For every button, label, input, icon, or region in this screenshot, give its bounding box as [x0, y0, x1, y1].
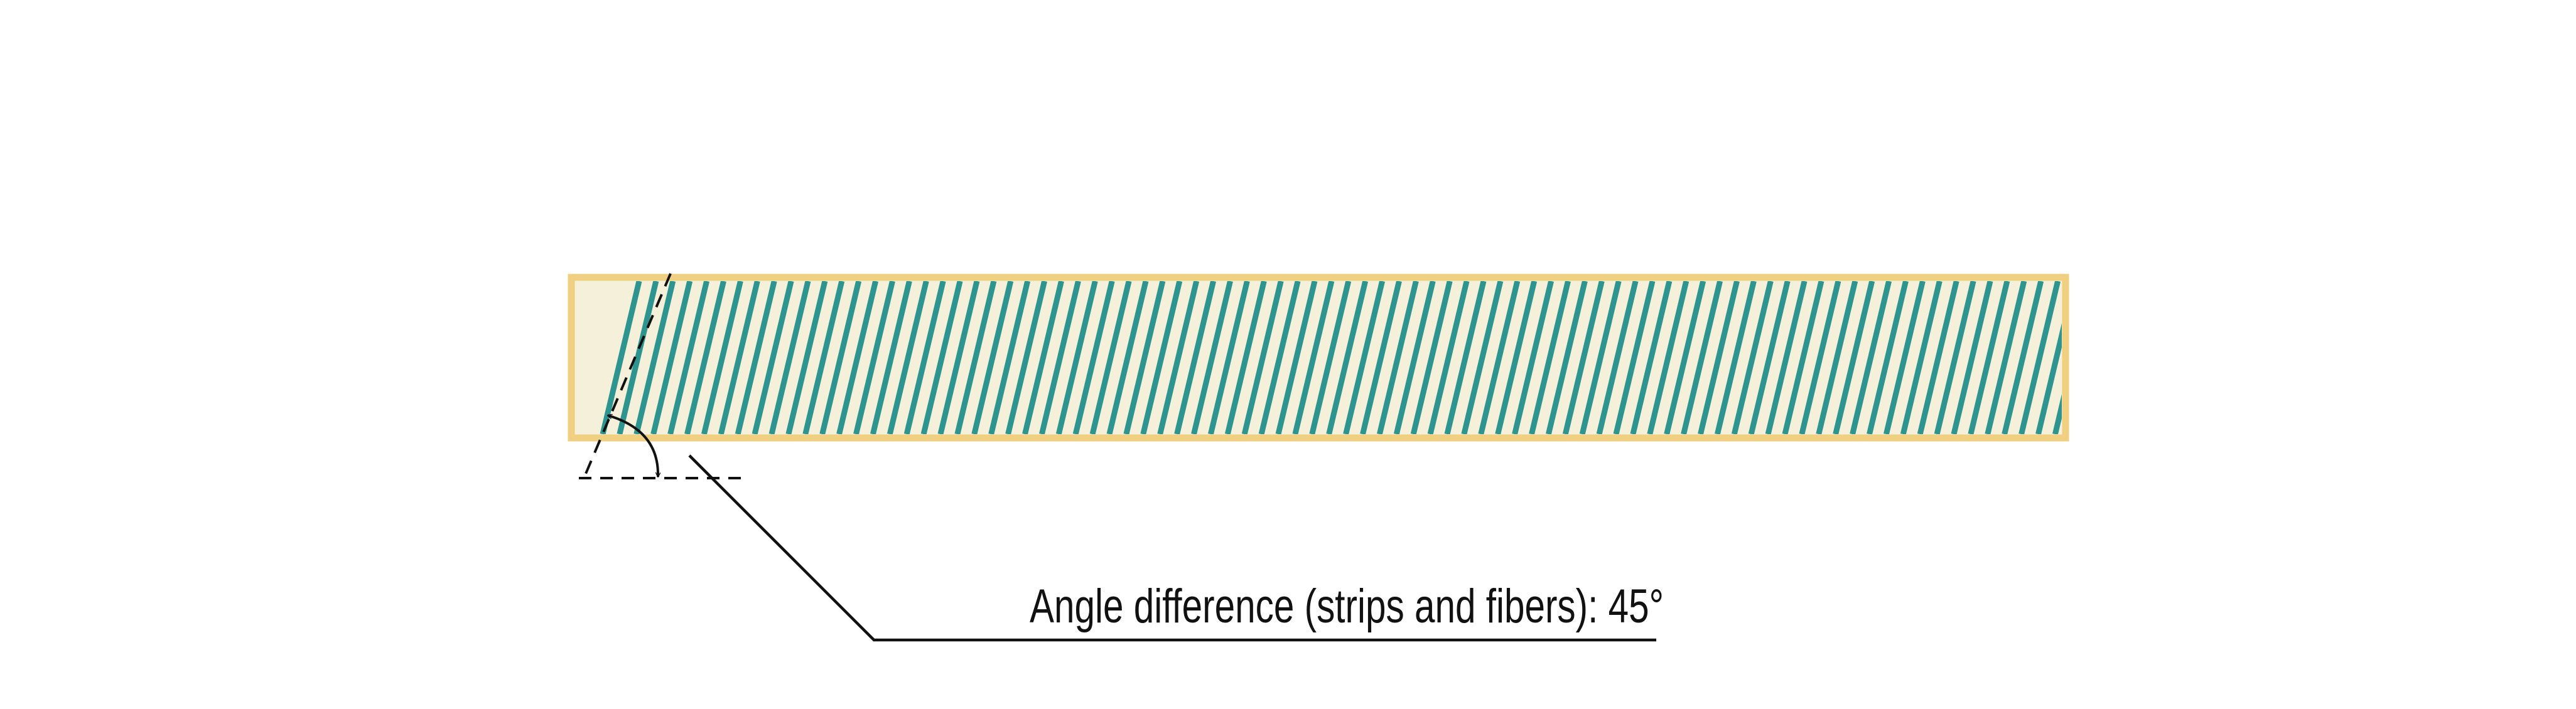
fiber-stripe — [1562, 281, 1605, 434]
fiber-stripe — [1292, 281, 1335, 434]
fiber-stripe — [1140, 281, 1183, 434]
fiber-stripe — [1596, 281, 1639, 434]
fiber-stripe — [1427, 281, 1470, 434]
angle-arc — [608, 415, 658, 477]
fiber-stripe — [1985, 281, 2027, 434]
fiber-stripe — [1005, 281, 1047, 434]
fiber-stripe — [937, 281, 980, 434]
fiber-stripe — [2089, 281, 2125, 434]
fiber-stripe — [1309, 281, 1352, 434]
fiber-stripe — [1968, 281, 2010, 434]
fiber-stripe — [600, 281, 642, 434]
fiber-stripe — [1630, 281, 1673, 434]
fiber-stripe — [633, 281, 676, 434]
fiber-stripe — [2002, 281, 2044, 434]
fiber-stripe — [1579, 281, 1622, 434]
fiber-stripe — [1377, 281, 1419, 434]
fiber-stripe — [1039, 281, 1081, 434]
fiber-stripe — [1461, 281, 1504, 434]
fiber-stripe — [1258, 281, 1301, 434]
fiber-stripe — [887, 281, 929, 434]
fiber-stripe — [853, 281, 895, 434]
fiber-stripe — [1055, 281, 1098, 434]
fiber-stripe — [1174, 281, 1216, 434]
fiber-stripe — [1900, 281, 1943, 434]
fiber-stripe — [1833, 281, 1875, 434]
fiber-stripe — [1072, 281, 1115, 434]
fiber-stripes — [600, 281, 2159, 434]
fiber-stripe — [1715, 281, 1757, 434]
fiber-stripe — [768, 281, 811, 434]
fiber-stripe — [1850, 281, 1892, 434]
callout-leader-line — [688, 454, 1656, 642]
fiber-stripe — [1275, 281, 1318, 434]
fiber-stripe — [1157, 281, 1200, 434]
fiber-stripe — [1731, 281, 1774, 434]
fiber-stripe — [2035, 323, 2062, 434]
angle-difference-label: Angle difference (strips and fibers): 45… — [1030, 580, 1664, 633]
fiber-stripe — [870, 281, 912, 434]
fiber-stripe — [1343, 281, 1385, 434]
fiber-stripe — [718, 281, 760, 434]
fiber-stripe — [1089, 281, 1132, 434]
fiber-stripe — [650, 281, 693, 434]
fiber-stripe — [1951, 281, 1993, 434]
fiber-stripe — [667, 281, 709, 434]
fiber-stripe — [1799, 281, 1841, 434]
fiber-stripe — [1495, 281, 1538, 434]
fiber-stripe — [2072, 281, 2108, 434]
fiber-stripe — [1698, 281, 1740, 434]
fiber-stripe — [954, 281, 997, 434]
fiber-stripe — [1867, 281, 1909, 434]
fiber-stripe — [1782, 281, 1824, 434]
fiber-stripe — [1529, 281, 1571, 434]
fiber-stripe — [1106, 281, 1149, 434]
fiber-stripe — [1681, 281, 1723, 434]
fiber-stripe — [1123, 281, 1166, 434]
fiber-stripe — [836, 281, 878, 434]
fiber-stripe — [1748, 281, 1791, 434]
fiber-stripe — [684, 281, 726, 434]
fiber-stripe — [1410, 281, 1453, 434]
fiber-stripe — [2123, 281, 2159, 434]
fiber-stripe — [1191, 281, 1233, 434]
fiber-stripe — [2052, 393, 2062, 434]
fiber-direction-dashed-line — [583, 273, 672, 479]
fiber-stripe — [819, 281, 862, 434]
fiber-stripe — [1647, 281, 1689, 434]
fiber-stripe — [752, 281, 794, 434]
fiber-stripe — [1022, 281, 1064, 434]
fiber-stripe — [1326, 281, 1369, 434]
fiber-stripe — [971, 281, 1014, 434]
fiber-stripe — [1224, 281, 1267, 434]
fiber-stripe — [785, 281, 828, 434]
fiber-stripe — [1512, 281, 1554, 434]
fiber-stripe — [2106, 281, 2142, 434]
fiber-stripe — [1917, 281, 1959, 434]
fiber-stripe — [802, 281, 845, 434]
fiber-stripe — [1360, 281, 1402, 434]
fiber-stripe — [920, 281, 963, 434]
fiber-stripe — [1393, 281, 1436, 434]
fiber-stripe — [1816, 281, 1858, 434]
fiber-stripe — [1883, 281, 1926, 434]
fiber-stripe — [1241, 281, 1284, 434]
fiber-stripe — [1546, 281, 1588, 434]
fiber-stripe — [1613, 281, 1656, 434]
fiber-stripe — [903, 281, 946, 434]
fiber-stripe — [701, 281, 743, 434]
fiber-stripe — [1208, 281, 1250, 434]
fiber-stripe — [735, 281, 777, 434]
fiber-stripe — [2018, 281, 2061, 434]
fiber-stripe — [1765, 281, 1808, 434]
fiber-stripe — [617, 281, 659, 434]
fiber-stripe — [1664, 281, 1706, 434]
fiber-stripe — [988, 281, 1031, 434]
fiber-stripe — [1934, 281, 1976, 434]
fiber-stripe — [1478, 281, 1521, 434]
fiber-stripe — [1444, 281, 1487, 434]
